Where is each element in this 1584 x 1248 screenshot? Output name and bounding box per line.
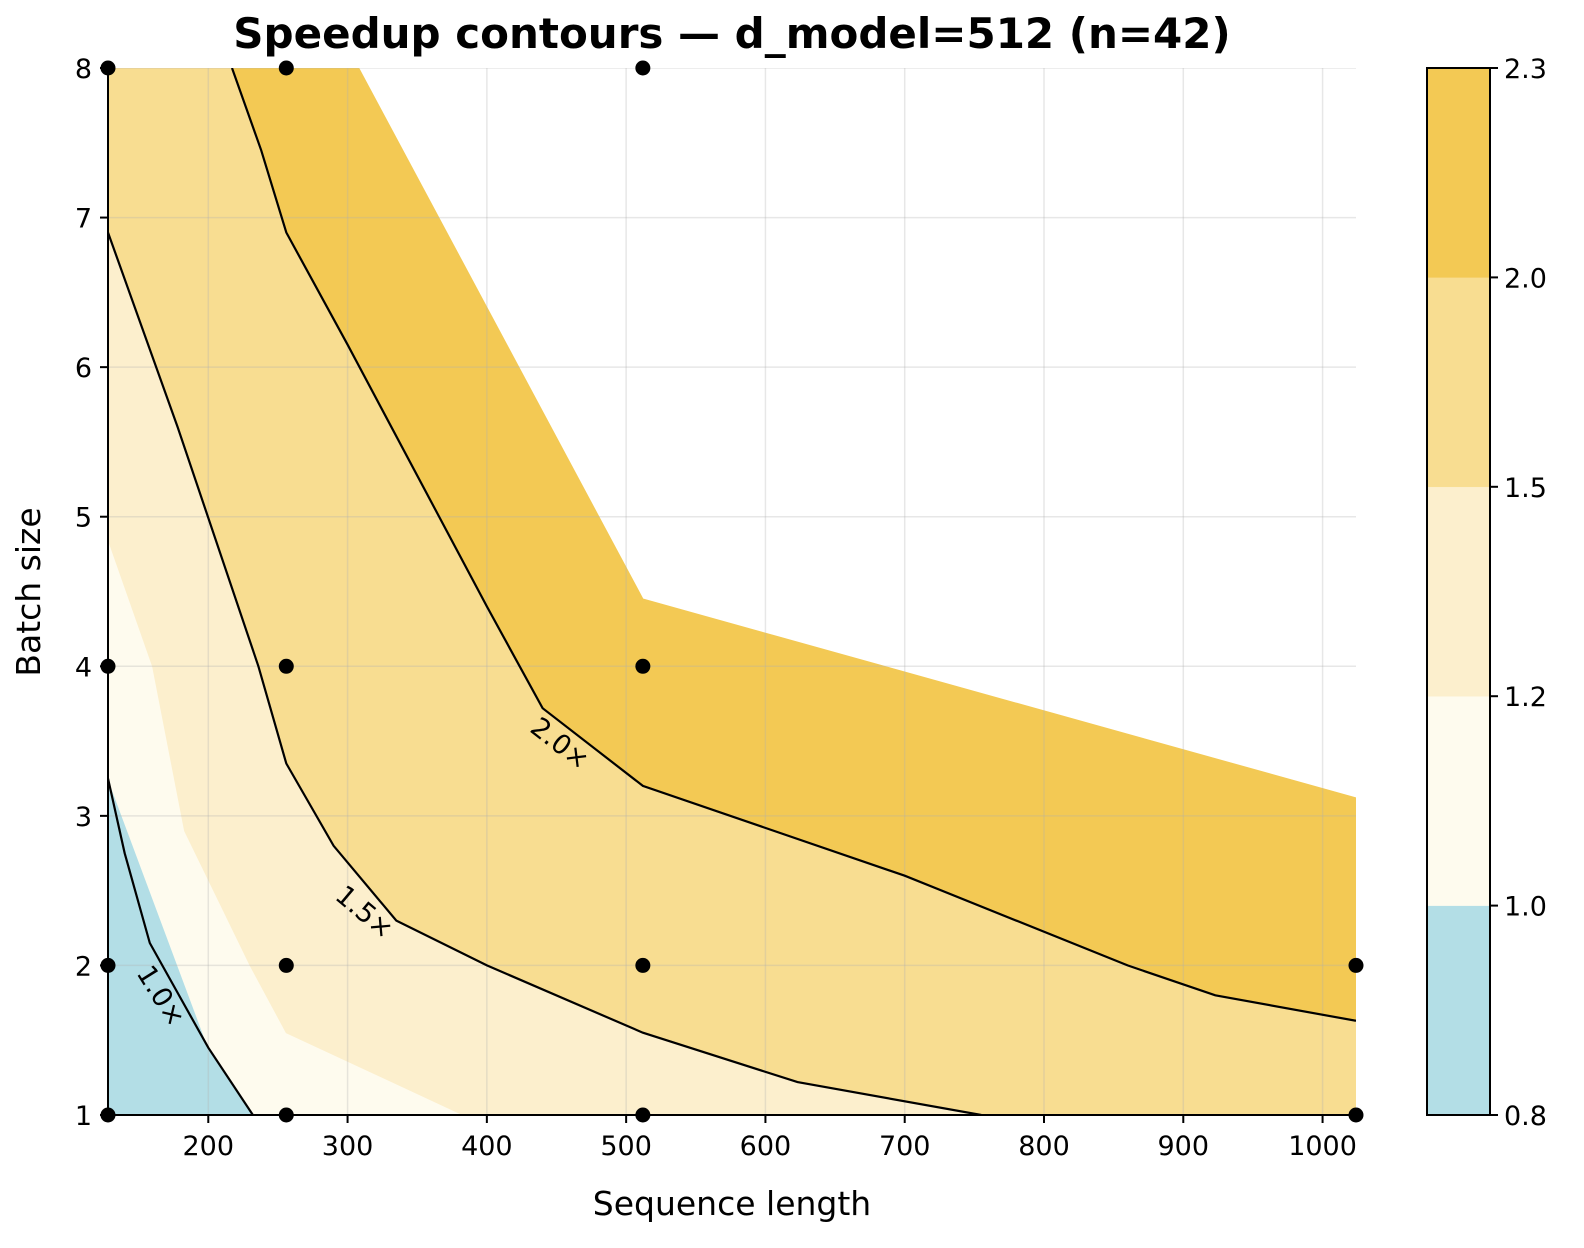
data-point: [278, 60, 294, 76]
colorbar-tick-label: 2.0: [1504, 263, 1547, 294]
x-tick-label: 800: [1018, 1131, 1070, 1162]
colorbar-band-0: [1426, 905, 1491, 1116]
y-tick-label: 7: [75, 204, 92, 235]
data-point: [635, 957, 651, 973]
y-tick-label: 3: [75, 802, 92, 833]
data-point: [635, 60, 651, 76]
colorbar-tick-label: 1.0: [1504, 892, 1547, 923]
colorbar-tick-label: 2.3: [1504, 54, 1547, 85]
y-tick-label: 8: [75, 54, 92, 85]
y-tick-label: 1: [75, 1101, 92, 1132]
data-point: [1348, 957, 1364, 973]
x-tick-label: 700: [879, 1131, 931, 1162]
y-tick-label: 6: [75, 353, 92, 384]
colorbar-band-4: [1426, 67, 1491, 278]
contour-line-0: [108, 778, 254, 1115]
colorbar-band-1: [1426, 695, 1491, 906]
y-tick-label: 5: [75, 503, 92, 534]
colorbar-tick-label: 1.5: [1504, 473, 1547, 504]
colorbar-frame: [1426, 67, 1491, 1116]
x-axis-label: Sequence length: [593, 1184, 871, 1223]
plot-area: 1.0×1.5×2.0× 200 300 400 500 600 700 800 900 1000…: [75, 54, 1364, 1162]
contour-line-1: [108, 232, 982, 1115]
chart-title: Speedup contours — d_model=512 (n=42): [233, 9, 1230, 58]
colorbar: 0.8 1.0 1.2 1.5 2.0 2.3: [1426, 54, 1547, 1132]
plot-content: 1.0×1.5×2.0×: [108, 68, 1356, 1115]
colorbar-tick-label: 1.2: [1504, 682, 1547, 713]
x-tick-label: 200: [183, 1131, 235, 1162]
data-point: [635, 658, 651, 674]
y-tick-label: 2: [75, 951, 92, 982]
x-tick-label: 500: [600, 1131, 652, 1162]
y-tick-label: 4: [75, 652, 92, 683]
contour-line-2: [230, 68, 1356, 1022]
data-point: [278, 957, 294, 973]
y-axis-label: Batch size: [9, 507, 48, 676]
x-tick-label: 300: [322, 1131, 374, 1162]
colorbar-tick-label: 0.8: [1504, 1101, 1547, 1132]
colorbar-band-2: [1426, 486, 1491, 697]
x-tick-label: 900: [1158, 1131, 1210, 1162]
x-tick-label: 400: [461, 1131, 513, 1162]
colorbar-band-3: [1426, 277, 1491, 488]
data-point: [278, 658, 294, 674]
x-tick-label: 600: [740, 1131, 792, 1162]
x-tick-label: 1000: [1288, 1131, 1357, 1162]
